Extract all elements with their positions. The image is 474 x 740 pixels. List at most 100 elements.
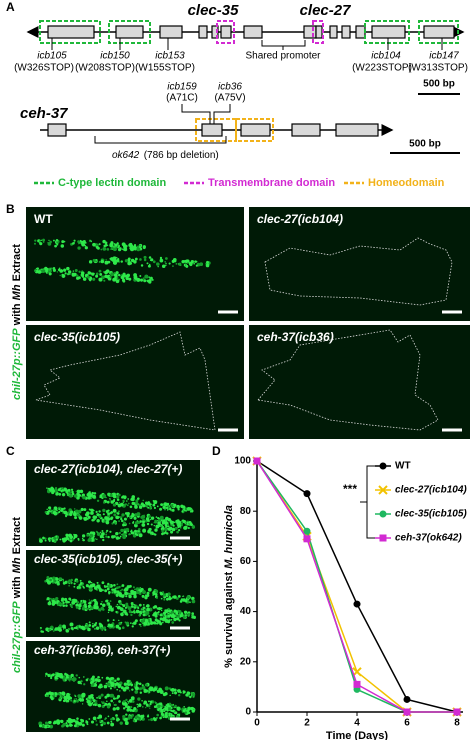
gfp-signal <box>104 260 109 265</box>
gfp-signal <box>130 498 133 501</box>
gfp-signal <box>88 718 91 720</box>
gfp-signal <box>138 704 142 707</box>
gfp-signal <box>107 611 110 614</box>
gfp-signal <box>116 242 119 245</box>
gfp-signal <box>64 580 68 584</box>
gfp-signal <box>183 614 186 616</box>
gfp-signal <box>76 601 80 604</box>
gfp-signal <box>146 604 150 608</box>
gfp-signal <box>109 499 111 501</box>
gfp-signal <box>159 716 162 720</box>
gfp-signal <box>165 264 167 266</box>
gfp-signal <box>110 511 114 514</box>
gfp-signal <box>162 525 164 528</box>
gfp-signal <box>149 505 151 507</box>
gfp-signal <box>133 523 138 528</box>
gfp-signal <box>123 682 128 686</box>
gfp-signal <box>107 535 110 539</box>
marker <box>303 535 311 543</box>
gfp-signal <box>114 587 117 590</box>
gfp-signal <box>174 712 176 715</box>
gfp-signal <box>84 605 88 608</box>
gfp-signal <box>56 243 59 246</box>
gfp-signal <box>118 493 121 497</box>
gfp-signal <box>84 246 88 250</box>
gfp-signal <box>120 612 124 617</box>
gfp-signal <box>72 677 77 682</box>
gfp-signal <box>121 626 125 630</box>
gfp-signal <box>126 613 129 616</box>
gfp-signal <box>36 267 40 270</box>
gfp-signal <box>106 721 110 725</box>
gfp-signal <box>167 614 171 618</box>
gfp-signal <box>184 599 188 603</box>
gfp-signal <box>108 493 110 495</box>
gfp-signal <box>191 614 193 617</box>
gfp-signal <box>95 510 98 514</box>
gfp-signal <box>187 711 191 715</box>
gfp-signal <box>70 673 74 678</box>
gfp-signal <box>152 606 156 609</box>
gfp-signal <box>48 506 52 510</box>
gfp-signal <box>99 531 102 533</box>
gfp-signal <box>45 269 49 273</box>
gfp-signal <box>139 691 143 694</box>
gfp-signal <box>64 679 67 682</box>
gfp-signal <box>95 626 100 630</box>
gfp-signal <box>130 258 135 263</box>
gfp-signal <box>191 596 195 601</box>
gfp-signal <box>82 600 87 604</box>
gfp-signal <box>90 581 93 584</box>
gfp-signal <box>96 519 100 523</box>
gfp-signal <box>116 605 121 610</box>
gfp-signal <box>161 621 164 624</box>
gfp-signal <box>150 276 153 280</box>
gfp-signal <box>116 512 120 515</box>
gfp-signal <box>76 717 79 720</box>
gfp-signal <box>98 269 102 273</box>
gfp-signal <box>38 724 43 728</box>
gfp-signal <box>164 527 168 532</box>
gfp-signal <box>81 703 84 705</box>
gfp-signal <box>103 279 106 282</box>
gfp-signal <box>105 585 109 588</box>
gfp-signal <box>130 613 133 617</box>
gfp-signal <box>102 608 105 611</box>
gfp-signal <box>121 584 125 587</box>
gfp-signal <box>163 710 166 713</box>
legend-text: C-type lectin domain <box>58 177 166 189</box>
gfp-signal <box>170 706 173 709</box>
gfp-signal <box>113 272 116 274</box>
gfp-signal <box>131 688 134 691</box>
gfp-signal <box>127 606 132 611</box>
gfp-signal <box>145 502 149 506</box>
gfp-signal <box>145 703 149 707</box>
gfp-signal <box>109 497 111 500</box>
gfp-signal <box>115 605 118 608</box>
gfp-signal <box>128 609 131 612</box>
gfp-signal <box>185 708 188 710</box>
gfp-signal <box>161 264 166 268</box>
gfp-signal <box>63 507 66 510</box>
gfp-signal <box>123 244 127 249</box>
gfp-signal <box>150 717 154 722</box>
gfp-signal <box>61 492 66 497</box>
gfp-signal <box>67 717 72 722</box>
gfp-signal <box>168 526 173 531</box>
gfp-signal <box>88 601 92 605</box>
gfp-signal <box>116 256 118 259</box>
gfp-signal <box>169 694 171 697</box>
gfp-signal <box>178 610 182 614</box>
gfp-signal <box>94 628 96 630</box>
gfp-signal <box>129 708 133 712</box>
gfp-signal <box>142 499 145 502</box>
gfp-signal <box>131 495 136 499</box>
y-label-part: Mh <box>11 284 23 300</box>
gfp-signal <box>82 585 85 588</box>
gfp-signal <box>77 246 81 250</box>
gfp-signal <box>165 262 167 265</box>
gfp-signal <box>59 487 62 490</box>
gfp-signal <box>126 683 128 685</box>
gfp-signal <box>36 269 38 271</box>
gfp-signal <box>100 259 105 264</box>
